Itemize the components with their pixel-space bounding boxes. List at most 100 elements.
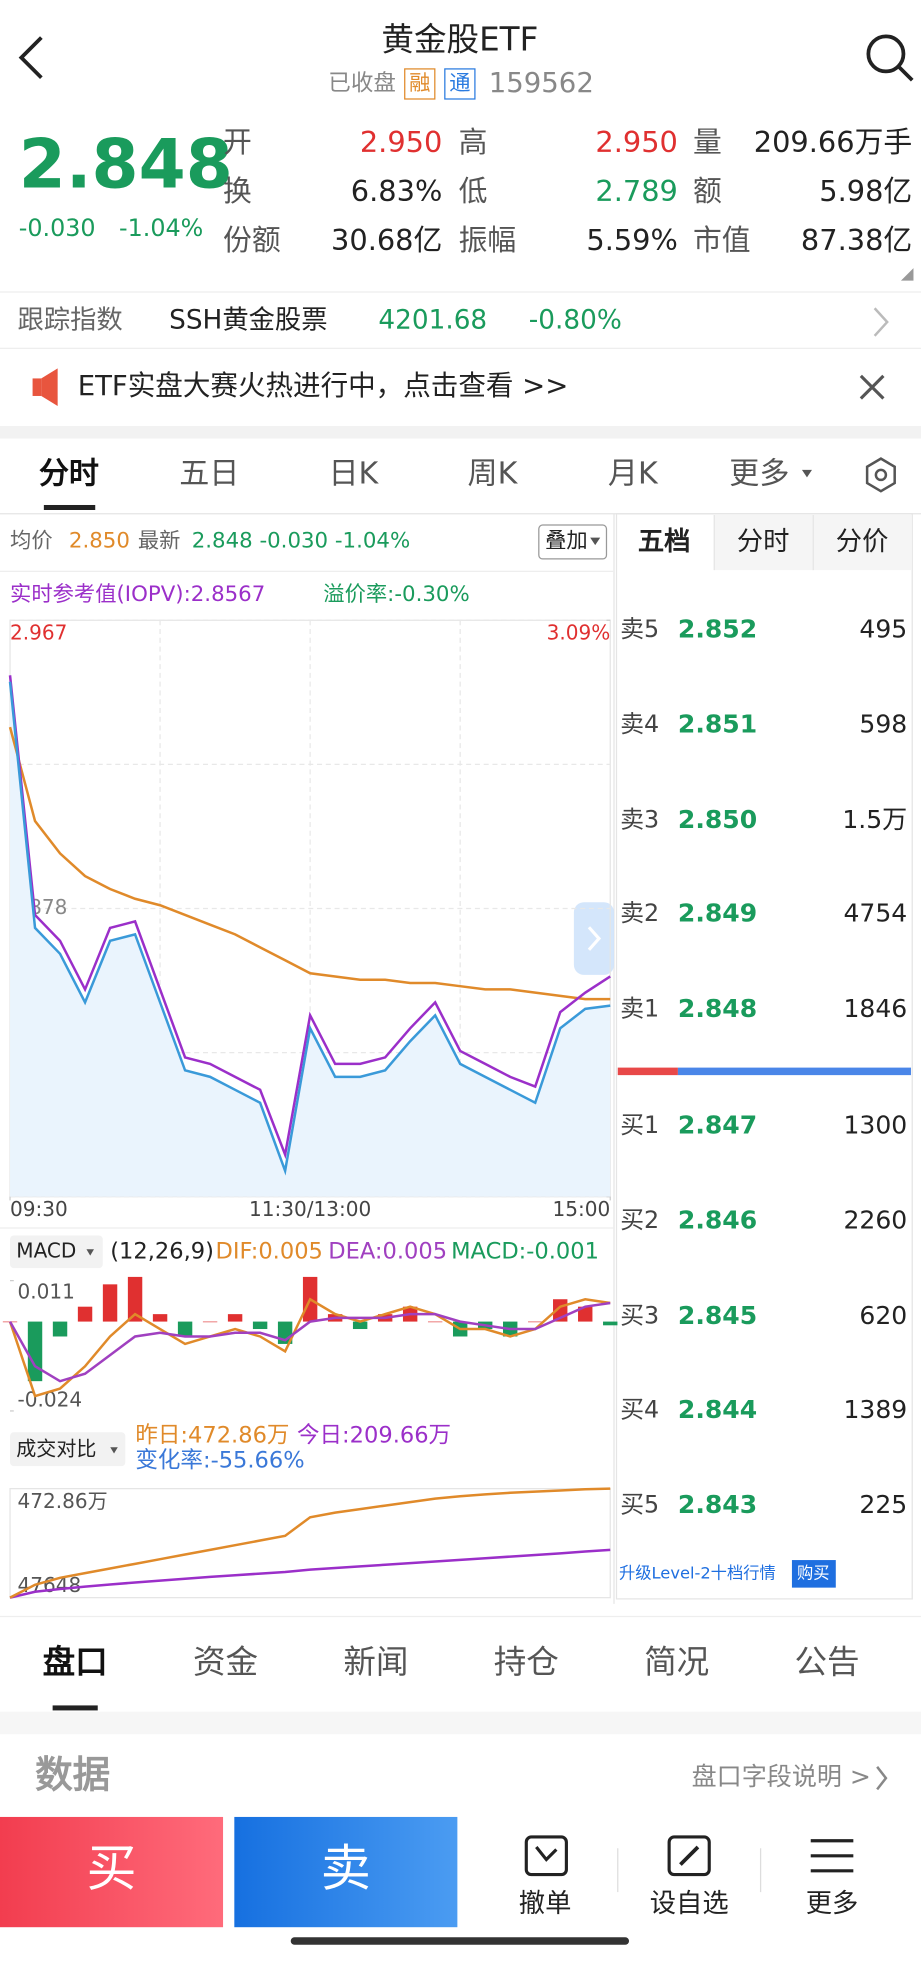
overlay-button[interactable] — [538, 524, 608, 560]
order-book-frame — [615, 513, 913, 1600]
band — [0, 426, 921, 439]
legend-entry: DEA:0.005 — [328, 1238, 447, 1264]
upgrade-text: 升级Level-2十档行情 — [619, 1563, 776, 1582]
field-value: 2.789 — [595, 174, 677, 208]
change-rate: 变化率:-55.66% — [135, 1448, 304, 1474]
field-value: 6.83% — [351, 174, 443, 208]
macd-bar — [603, 1321, 618, 1326]
badge: 融 — [409, 71, 430, 96]
macd-bar — [77, 1306, 93, 1322]
tracking-value: 4201.68 — [378, 305, 487, 335]
macd-selector[interactable] — [10, 1235, 103, 1269]
field-label: 换 — [223, 174, 252, 208]
detail-tab[interactable]: 公告 — [794, 1643, 859, 1681]
expand-corner[interactable] — [900, 268, 914, 281]
buy-button[interactable] — [0, 1816, 224, 1928]
sell-label: 卖 — [321, 1839, 371, 1898]
field-label: 量 — [693, 125, 722, 159]
tracking-name: SSH黄金股票 — [169, 305, 327, 335]
macd-bar — [227, 1314, 243, 1322]
period-tab[interactable]: 日K — [328, 456, 379, 491]
level-label: 卖3 — [620, 805, 659, 833]
series-line — [8, 1297, 611, 1398]
macd-bar — [427, 1321, 443, 1323]
volume-selector[interactable] — [10, 1432, 126, 1467]
order-tab[interactable]: 分价 — [836, 527, 889, 557]
last-price: 2.848 — [19, 125, 233, 204]
detail-tab[interactable]: 持仓 — [494, 1643, 559, 1681]
search-button[interactable] — [866, 34, 914, 82]
detail-tab[interactable]: 盘口 — [43, 1643, 108, 1681]
period-tab[interactable]: 月K — [608, 456, 659, 491]
expand-tab[interactable] — [573, 902, 614, 975]
tracking-change: -0.80% — [529, 305, 622, 335]
overlay-label: 叠加 — [545, 528, 588, 553]
home-indicator — [290, 1937, 630, 1945]
macd-bar — [102, 1284, 118, 1322]
level-price: 2.845 — [678, 1301, 757, 1330]
buy-level2-button[interactable] — [791, 1560, 836, 1588]
level-volume: 2260 — [843, 1206, 907, 1235]
change-pct: -1.04% — [119, 214, 203, 242]
indicator-title: MACD — [16, 1238, 76, 1262]
close-banner[interactable] — [859, 374, 885, 400]
order-tab[interactable]: 分时 — [737, 527, 790, 557]
legend-entry: 昨日:472.86万 — [135, 1423, 289, 1449]
period-tab[interactable]: 周K — [468, 456, 519, 491]
chevron — [876, 1766, 888, 1791]
level-volume: 495 — [859, 614, 907, 643]
back-button[interactable] — [18, 36, 43, 80]
order-tab[interactable]: 五档 — [638, 527, 691, 557]
detail-tab[interactable]: 资金 — [193, 1643, 258, 1681]
field-value: 87.38亿 — [801, 223, 912, 257]
series-line — [8, 675, 611, 1160]
buy-label: 买 — [86, 1839, 136, 1898]
series-line — [9, 1548, 611, 1599]
dropdown-arrow — [590, 537, 601, 546]
level-label: 买5 — [620, 1491, 659, 1519]
macd-bar — [202, 1321, 218, 1323]
change: -0.030 — [19, 214, 96, 242]
legend-entry: DIF:0.005 — [216, 1238, 323, 1264]
cancel-icon[interactable] — [524, 1835, 568, 1877]
level-price: 2.850 — [678, 805, 757, 834]
series-line — [8, 1301, 611, 1383]
y-tick-label: 2.967 — [10, 621, 67, 645]
field-value: 30.68亿 — [331, 223, 442, 257]
iopv: 实时参考值(IOPV):2.8567 — [10, 582, 265, 607]
latest-label: 最新 — [138, 528, 181, 553]
action-label: 设自选 — [650, 1889, 729, 1919]
detail-tab[interactable]: 新闻 — [343, 1643, 408, 1681]
level-volume: 4754 — [843, 899, 907, 928]
premium: 溢价率:-0.30% — [323, 582, 469, 607]
tab-underline — [52, 1705, 98, 1711]
field-label: 市值 — [693, 223, 751, 257]
level-price: 2.848 — [678, 994, 757, 1023]
field-label: 高 — [459, 125, 488, 159]
x-tick-label: 15:00 — [553, 1197, 611, 1221]
level-volume: 598 — [859, 710, 907, 739]
period-tab[interactable]: 五日 — [179, 456, 239, 491]
period-tab[interactable]: 分时 — [39, 456, 99, 491]
detail-tab[interactable]: 简况 — [644, 1643, 709, 1681]
dropdown-arrow — [801, 469, 812, 478]
field-label: 开 — [223, 125, 252, 159]
band — [0, 1711, 921, 1735]
section-title: 数据 — [35, 1752, 110, 1796]
period-tab[interactable]: 更多 — [729, 456, 789, 491]
plot-frame — [9, 1488, 611, 1599]
indicator-params: (12,26,9) — [110, 1238, 214, 1264]
more-icon[interactable] — [810, 1839, 854, 1873]
macd-bar — [578, 1306, 593, 1322]
sell-button[interactable] — [234, 1816, 458, 1928]
chevron[interactable] — [873, 307, 889, 337]
level-price: 2.851 — [678, 710, 757, 739]
level-label: 买1 — [620, 1111, 659, 1139]
series-line — [8, 726, 611, 1001]
macd-bar — [528, 1321, 543, 1323]
level-price: 2.847 — [678, 1111, 757, 1140]
section-link[interactable]: 盘口字段说明 > — [692, 1762, 871, 1791]
watchlist-icon[interactable] — [667, 1835, 711, 1877]
settings-icon[interactable] — [865, 457, 896, 493]
